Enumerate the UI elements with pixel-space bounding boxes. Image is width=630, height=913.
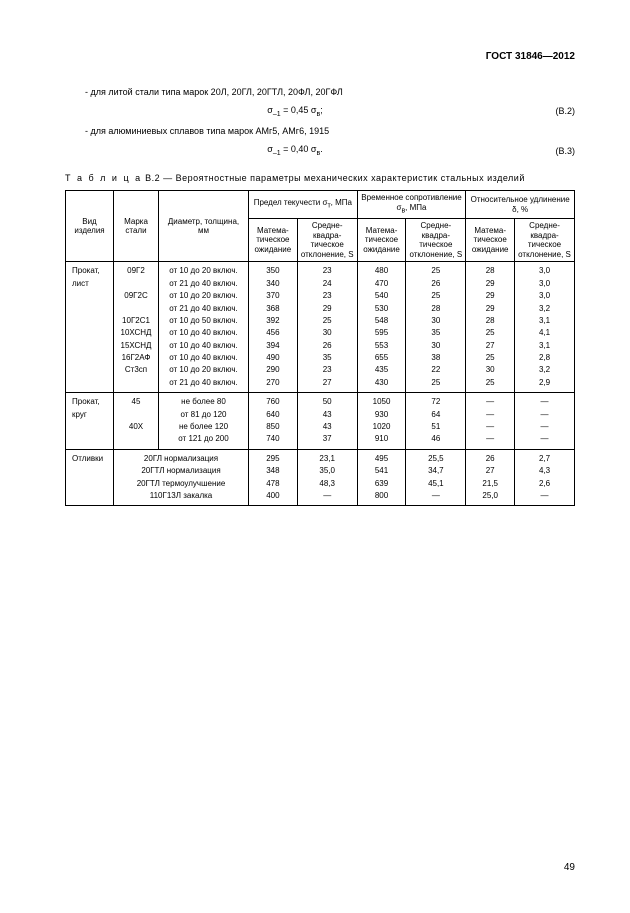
- table-cell: 09Г2 09Г2С 10Г2С110ХСНД15ХСНД16Г2АФСт3сп: [114, 262, 159, 393]
- col-elong: Относительное удлинение δ, %: [466, 191, 575, 219]
- formula-b2-tag: (В.2): [525, 105, 575, 117]
- note-aluminium: - для алюминиевых сплавов типа марок АМг…: [65, 125, 575, 137]
- col-tensile: Временное сопротивление σв, МПа: [357, 191, 466, 219]
- col-yield-mean: Матема-тическое ожидание: [249, 218, 298, 261]
- formula-b2-expr: σ–1 = 0,45 σв;: [65, 104, 525, 119]
- table-cell: 50434337: [297, 393, 357, 450]
- col-elong-mean: Матема-тическое ожидание: [466, 218, 515, 261]
- table-cell: ————: [515, 393, 575, 450]
- table-cell: 2,74,32,6—: [515, 449, 575, 506]
- table-cell: 3,03,03,03,23,14,13,12,83,22,9: [515, 262, 575, 393]
- table-cell: 45 40Х: [114, 393, 159, 450]
- page-number: 49: [564, 862, 575, 873]
- document-header: ГОСТ 31846—2012: [65, 50, 575, 64]
- col-yield: Предел текучести σт, МПа: [249, 191, 358, 219]
- table-cell: от 10 до 20 включ.от 21 до 40 включ.от 1…: [159, 262, 249, 393]
- formula-b3: σ–1 = 0,40 σв. (В.3): [65, 143, 575, 158]
- table-cell: 25262528303530382225: [406, 262, 466, 393]
- cell-vid: Прокат, круг: [66, 393, 114, 450]
- col-tensile-sd: Средне-квадра-тическое отклонение, S: [406, 218, 466, 261]
- table-cell: 28292929282527253025: [466, 262, 515, 393]
- col-mark: Марка стали: [114, 191, 159, 262]
- note-cast-steel: - для литой стали типа марок 20Л, 20ГЛ, …: [65, 86, 575, 98]
- col-vid: Вид изделия: [66, 191, 114, 262]
- table-cell: ————: [466, 393, 515, 450]
- table-caption: Т а б л и ц а В.2 — Вероятностные параме…: [65, 172, 575, 184]
- col-diam: Диаметр, толщина, мм: [159, 191, 249, 262]
- formula-b3-tag: (В.3): [525, 145, 575, 157]
- table-cell: не более 80от 81 до 120не более 120от 12…: [159, 393, 249, 450]
- table-cell: 72645146: [406, 393, 466, 450]
- table-cell: 760640850740: [249, 393, 298, 450]
- formula-b2: σ–1 = 0,45 σв; (В.2): [65, 104, 575, 119]
- table-cell: 350340370368392456394490290270: [249, 262, 298, 393]
- table-cell: 25,534,745,1—: [406, 449, 466, 506]
- formula-b3-expr: σ–1 = 0,40 σв.: [65, 143, 525, 158]
- table-cell: 20ГЛ нормализация20ГТЛ нормализация20ГТЛ…: [114, 449, 249, 506]
- col-yield-sd: Средне-квадра-тическое отклонение, S: [297, 218, 357, 261]
- cell-vid: Прокат, лист: [66, 262, 114, 393]
- col-elong-sd: Средне-квадра-тическое отклонение, S: [515, 218, 575, 261]
- table-cell: 495541639800: [357, 449, 406, 506]
- table-cell: 23242329253026352327: [297, 262, 357, 393]
- params-table: Вид изделия Марка стали Диаметр, толщина…: [65, 190, 575, 506]
- table-cell: 480470540530548595553655435430: [357, 262, 406, 393]
- table-cell: 262721,525,0: [466, 449, 515, 506]
- col-tensile-mean: Матема-тическое ожидание: [357, 218, 406, 261]
- table-cell: 10509301020910: [357, 393, 406, 450]
- table-cell: 295348478400: [249, 449, 298, 506]
- table-cell: 23,135,048,3—: [297, 449, 357, 506]
- cell-vid: Отливки: [66, 449, 114, 506]
